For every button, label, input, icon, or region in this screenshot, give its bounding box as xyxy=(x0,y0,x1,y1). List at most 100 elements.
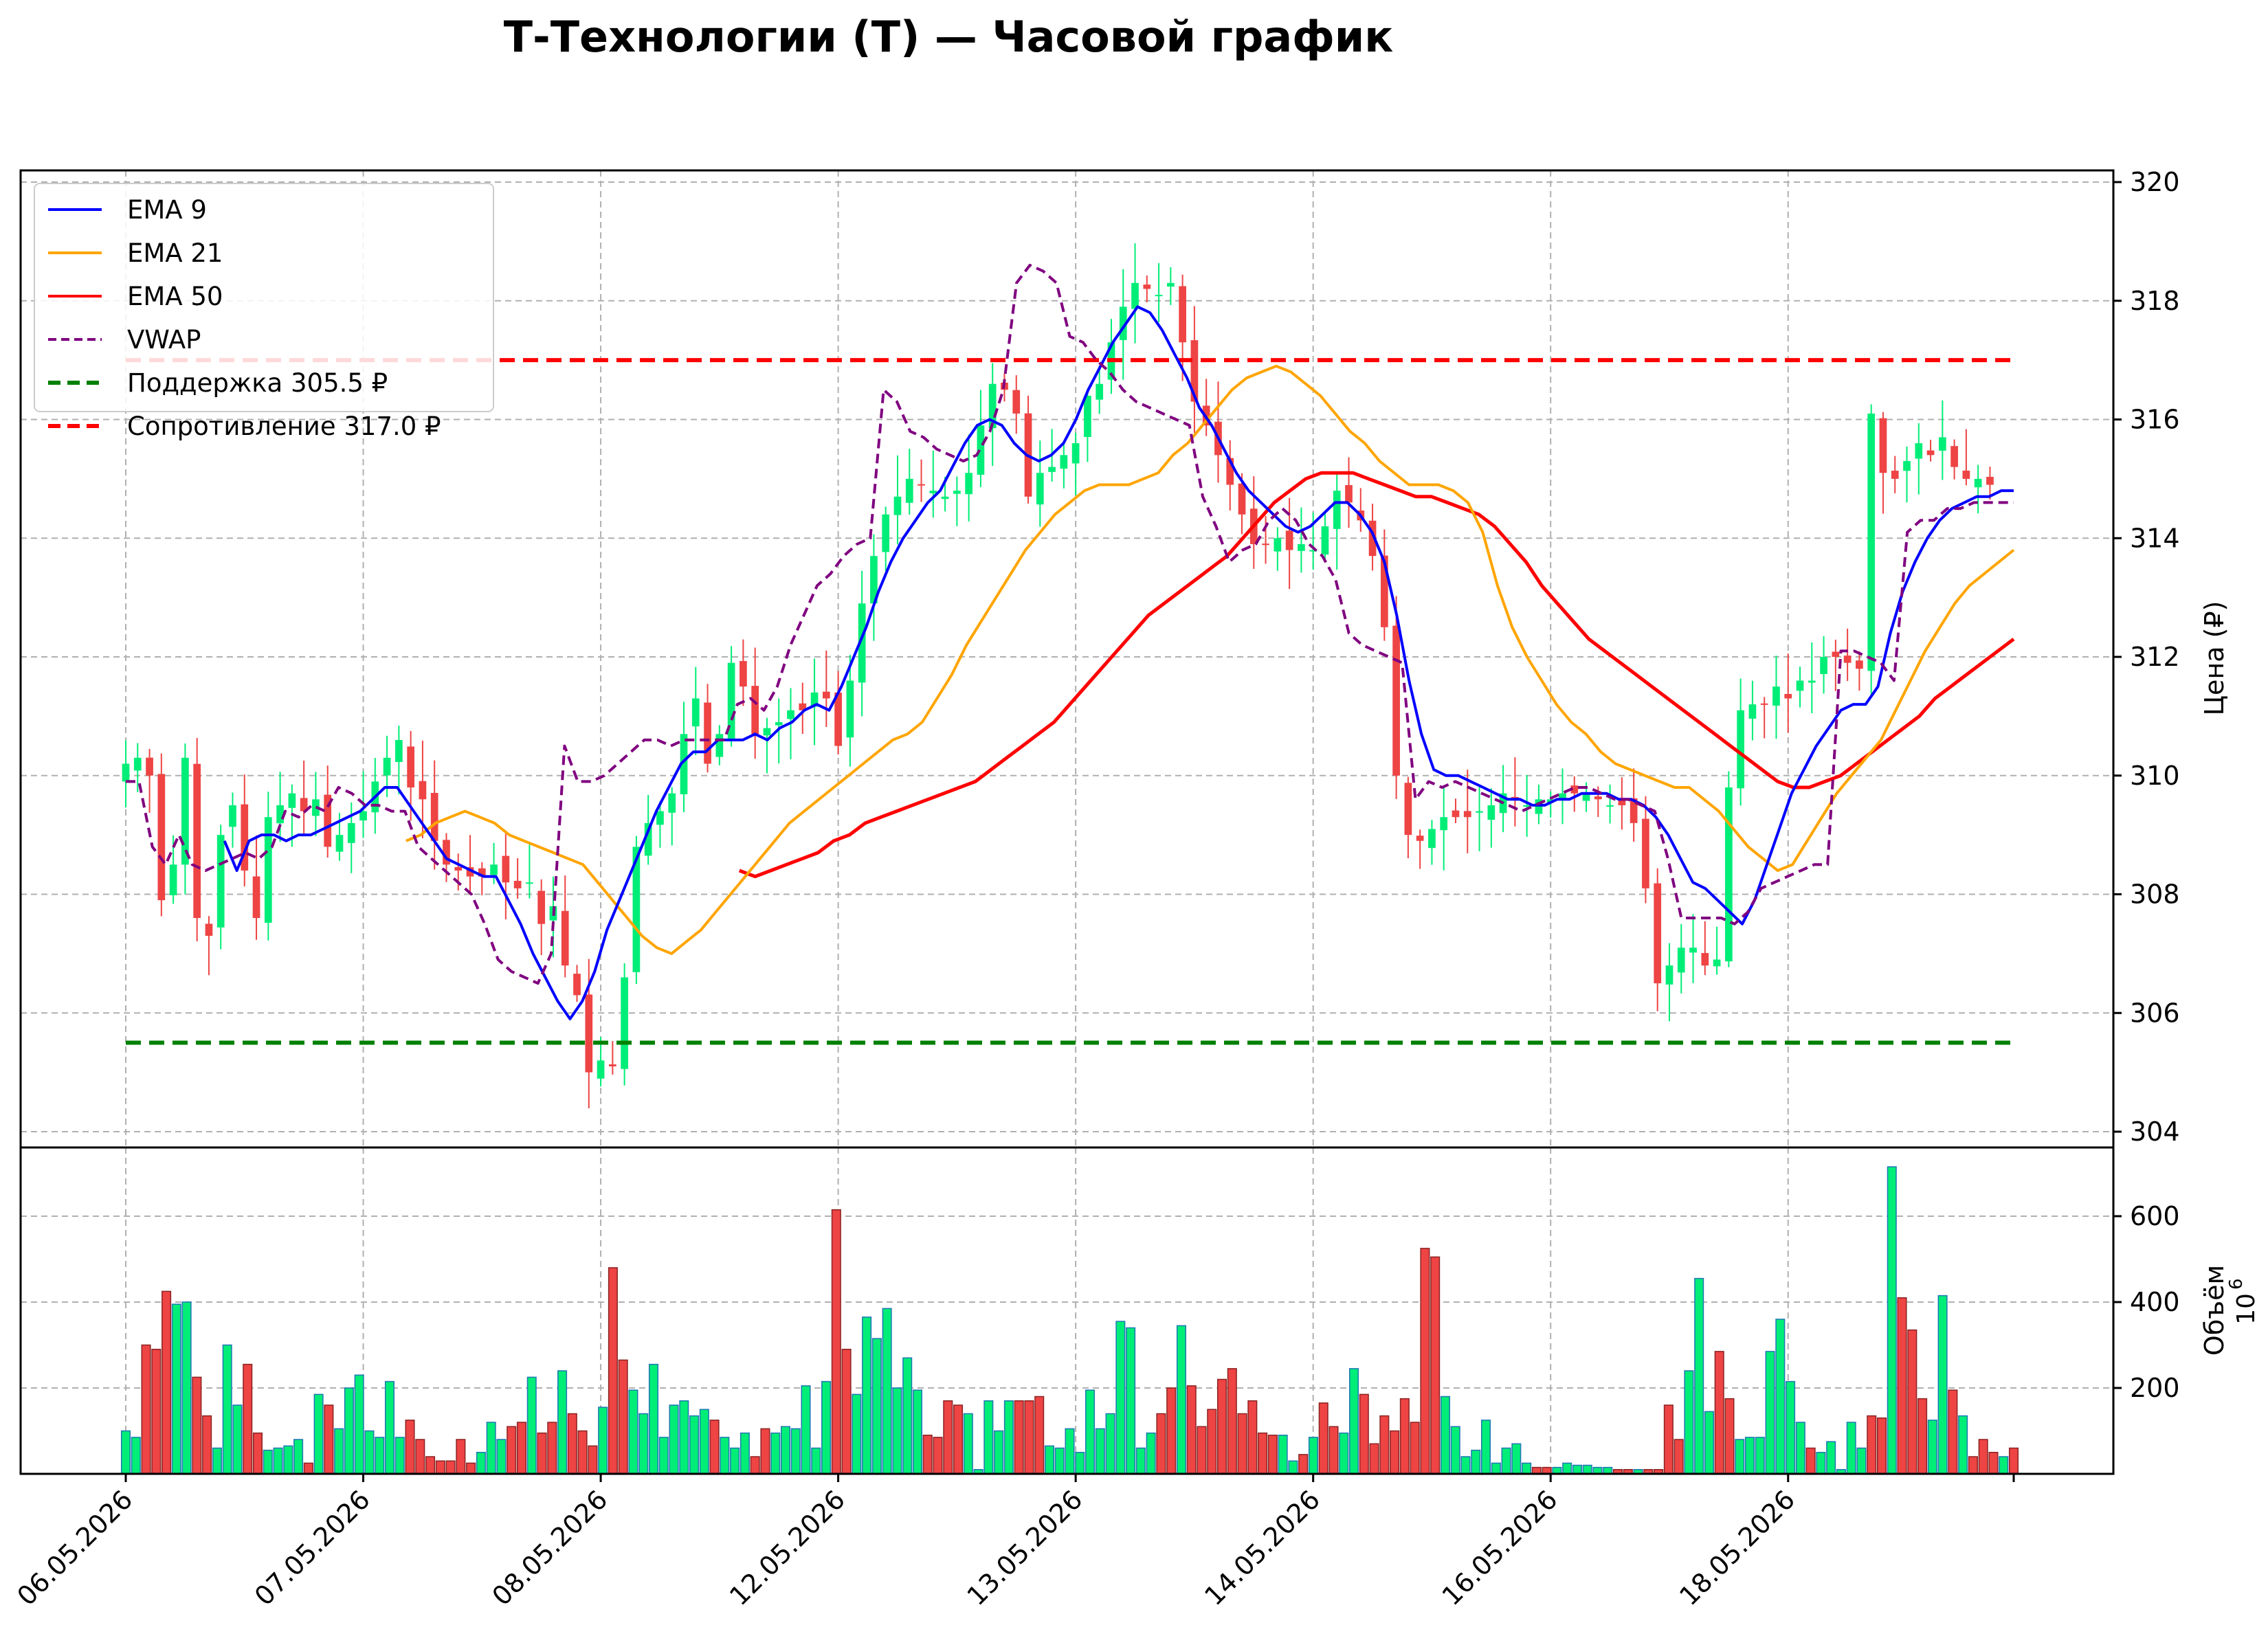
price-tick-label: 304 xyxy=(2130,1117,2180,1147)
candle-body xyxy=(1867,413,1876,671)
volume-panel: 200 400 600 xyxy=(19,1146,2180,1475)
candle-body xyxy=(1298,544,1305,551)
volume-bar xyxy=(1003,1400,1014,1475)
candle-body xyxy=(1665,965,1674,985)
volume-bar xyxy=(131,1437,141,1475)
candle-body xyxy=(740,661,747,687)
candle-body xyxy=(1380,555,1388,627)
candle-body xyxy=(300,798,308,811)
volume-bar xyxy=(1176,1325,1186,1475)
candle-body xyxy=(1677,948,1685,973)
volume-bar xyxy=(1694,1277,1704,1475)
candle-body xyxy=(846,680,854,738)
volume-bar xyxy=(862,1317,872,1475)
volume-bar xyxy=(1430,1256,1441,1475)
candle-body xyxy=(454,867,463,871)
price-tick-label: 320 xyxy=(2130,167,2180,197)
candle-body xyxy=(478,868,486,877)
volume-bar xyxy=(1267,1435,1278,1475)
x-tick-label: 12.05.2026 xyxy=(724,1484,851,1611)
candle-body xyxy=(1071,443,1080,464)
legend-label: EMA 9 xyxy=(127,195,207,225)
candle-body xyxy=(1119,306,1127,340)
volume-bar xyxy=(1846,1422,1856,1475)
volume-bar xyxy=(1298,1454,1309,1475)
candle-body xyxy=(252,876,260,919)
candle-body xyxy=(953,491,961,494)
candle-body xyxy=(1642,818,1649,888)
candle-body xyxy=(513,880,522,888)
volume-bar xyxy=(1450,1426,1460,1475)
candle-body xyxy=(561,910,569,966)
legend-label: EMA 21 xyxy=(127,238,223,268)
volume-bar xyxy=(1480,1420,1491,1475)
candle-body xyxy=(1452,810,1460,818)
candle-body xyxy=(834,692,842,746)
candle-body xyxy=(1179,286,1186,343)
legend-label: Сопротивление 317.0 ₽ xyxy=(127,412,441,441)
candle-body xyxy=(1285,530,1293,550)
volume-bar xyxy=(709,1420,720,1475)
volume-bar xyxy=(1054,1447,1065,1475)
volume-bar xyxy=(1775,1319,1786,1475)
candle-body xyxy=(335,835,344,852)
volume-bar xyxy=(1105,1413,1115,1475)
candle-body xyxy=(1713,959,1721,967)
volume-bar xyxy=(222,1344,232,1475)
volume-bar xyxy=(313,1393,324,1475)
volume-bar xyxy=(658,1437,669,1475)
price-panel: 304 306 308 310 312 314 316 318 320 xyxy=(19,167,2180,1149)
candle-body xyxy=(1938,437,1946,451)
volume-bar xyxy=(526,1376,537,1475)
candle-body xyxy=(157,774,166,901)
candle-body xyxy=(193,763,201,919)
candle-body xyxy=(1060,455,1068,469)
volume-bar xyxy=(283,1445,293,1475)
candle-body xyxy=(763,728,771,736)
volume-bar xyxy=(852,1393,862,1475)
volume-bar xyxy=(293,1439,304,1475)
volume-bar xyxy=(1948,1389,1958,1475)
volume-bar xyxy=(933,1437,943,1475)
candle-body xyxy=(216,835,225,928)
candle-body xyxy=(1760,703,1768,705)
volume-bar xyxy=(1968,1456,1978,1475)
volume-bar xyxy=(780,1426,790,1475)
volume-bar xyxy=(1978,1439,1988,1475)
volume-bar xyxy=(983,1400,994,1475)
candle-body xyxy=(1238,483,1246,515)
volume-bar xyxy=(507,1426,517,1475)
volume-bar xyxy=(1704,1411,1714,1475)
candle-body xyxy=(1048,467,1056,472)
volume-bar xyxy=(1572,1464,1582,1475)
volume-bar xyxy=(1258,1432,1268,1475)
candle-body xyxy=(407,746,414,788)
candle-body xyxy=(1594,796,1602,800)
candle-body xyxy=(799,703,807,710)
candle-body xyxy=(965,473,973,495)
volume-bar xyxy=(162,1290,172,1475)
volume-bar xyxy=(120,1430,131,1475)
volume-bar xyxy=(1075,1452,1085,1475)
candle-body xyxy=(1891,471,1899,479)
volume-bar xyxy=(1379,1415,1390,1475)
price-tick-label: 314 xyxy=(2130,523,2180,553)
volume-bar xyxy=(679,1400,689,1475)
volume-bar xyxy=(638,1413,649,1475)
volume-bar xyxy=(567,1413,577,1475)
volume-bar xyxy=(1095,1428,1105,1475)
volume-bar xyxy=(689,1415,700,1475)
volume-frame xyxy=(19,1146,2115,1475)
volume-bar xyxy=(1166,1387,1177,1475)
candle-body xyxy=(1535,799,1543,814)
candle-body xyxy=(241,804,249,871)
candle-body xyxy=(276,805,284,824)
candle-body xyxy=(1463,811,1471,818)
volume-bar xyxy=(801,1385,811,1475)
candle-body xyxy=(1974,478,1982,488)
volume-bar xyxy=(1999,1456,2009,1475)
volume-bar xyxy=(192,1376,202,1475)
candle-body xyxy=(122,763,130,782)
volume-bar xyxy=(760,1428,770,1475)
ema9-line xyxy=(223,305,2014,1020)
